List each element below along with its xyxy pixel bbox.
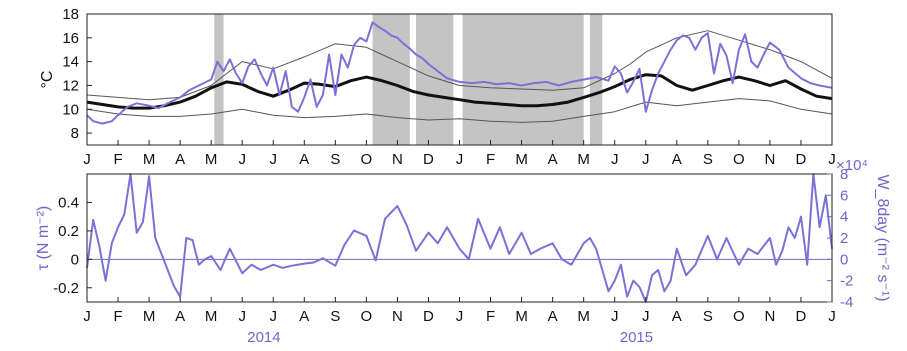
x-tick-label: S [703, 308, 713, 325]
x-tick-label: M [577, 308, 590, 325]
shaded-gap-regions [214, 14, 603, 145]
right-y-tick-label: 6 [840, 187, 848, 204]
x-tick-label: J [83, 308, 91, 325]
x-tick-label: F [113, 308, 122, 325]
x-tick-label: F [486, 308, 495, 325]
x-tick-label: O [361, 308, 373, 325]
x-tick-label: M [515, 308, 528, 325]
x-tick-label: M [205, 151, 218, 168]
x-tick-label: J [83, 151, 91, 168]
x-tick-label: M [205, 308, 218, 325]
w8day-axis-label: W_8day (m⁻² s⁻¹) [874, 174, 891, 301]
x-tick-label: N [392, 151, 403, 168]
x-tick-label: J [270, 151, 278, 168]
right-axis-multiplier: ×10⁴ [836, 157, 868, 174]
y-tick-label: 18 [62, 6, 79, 23]
mean-temperature-line [86, 73, 833, 110]
wind-stress-series [86, 173, 833, 303]
year-label: 2015 [620, 329, 653, 346]
x-tick-label: M [577, 151, 590, 168]
y-tick-label: 10 [62, 101, 79, 118]
shaded-gap [416, 14, 454, 145]
x-tick-label: S [330, 308, 340, 325]
x-tick-label: A [672, 151, 682, 168]
x-tick-label: J [828, 308, 836, 325]
x-tick-label: J [828, 151, 836, 168]
right-y-tick-label: 4 [840, 209, 848, 226]
x-tick-label: J [611, 151, 619, 168]
shaded-gap [462, 14, 584, 145]
right-y-tick-label: 8 [840, 166, 848, 183]
y-tick-label: 16 [62, 30, 79, 47]
wind-stress-line [86, 173, 833, 303]
year-labels: 2014 2015 [247, 329, 653, 346]
x-tick-label: J [238, 151, 246, 168]
x-tick-label: N [764, 151, 775, 168]
wind-stress-plot-frame [86, 173, 833, 303]
x-tick-label: F [486, 151, 495, 168]
x-tick-label: A [175, 151, 185, 168]
shaded-gap [589, 14, 603, 145]
x-tick-label: D [796, 308, 807, 325]
x-tick-label: M [515, 151, 528, 168]
temperature-panel: 8 10 12 14 16 18 J F M A M J J A S O N D J F M A M J J A S O N D J °C [39, 6, 836, 168]
temperature-y-axis: 8 10 12 14 16 18 [62, 6, 92, 142]
x-tick-label: A [548, 151, 558, 168]
right-y-tick-label: -2 [840, 273, 853, 290]
x-tick-label: D [423, 151, 434, 168]
x-tick-label: N [764, 308, 775, 325]
x-tick-label: J [456, 308, 464, 325]
x-tick-label: J [642, 308, 650, 325]
x-tick-label: D [796, 151, 807, 168]
x-tick-label: S [703, 151, 713, 168]
x-tick-label: O [733, 308, 745, 325]
observed-temperature-line [86, 21, 833, 125]
right-y-tick-label: 2 [840, 230, 848, 247]
x-tick-label: A [672, 308, 682, 325]
y-tick-label: 8 [71, 125, 79, 142]
x-tick-label: A [299, 308, 309, 325]
right-y-tick-label: 0 [840, 251, 848, 268]
w8day-right-axis: -4 -2 0 2 4 6 8 [827, 166, 853, 311]
x-tick-label: J [456, 151, 464, 168]
y-tick-label: 0.4 [58, 194, 79, 211]
temperature-axis-label: °C [39, 71, 56, 89]
x-tick-label: D [423, 308, 434, 325]
x-tick-label: O [361, 151, 373, 168]
x-tick-label: J [238, 308, 246, 325]
x-tick-label: A [548, 308, 558, 325]
y-tick-label: 14 [62, 54, 79, 71]
x-tick-label: M [143, 151, 156, 168]
x-tick-label: S [330, 151, 340, 168]
y-tick-label: 0.2 [58, 223, 79, 240]
x-tick-label: M [143, 308, 156, 325]
temperature-plot-frame [86, 13, 833, 146]
wind-stress-panel: -0.2 0 0.2 0.4 -4 -2 0 2 4 6 8 J F M A M J J A S O N D J F M A M J… [35, 157, 891, 346]
temperature-envelope-line [86, 98, 833, 123]
year-label: 2014 [247, 329, 280, 346]
x-tick-label: J [611, 308, 619, 325]
y-tick-label: -0.2 [53, 280, 79, 297]
x-tick-label: J [642, 151, 650, 168]
temperature-series [86, 21, 833, 125]
x-tick-label: A [299, 151, 309, 168]
x-tick-label: A [175, 308, 185, 325]
x-tick-label: F [113, 151, 122, 168]
x-tick-label: N [392, 308, 403, 325]
x-tick-label: J [270, 308, 278, 325]
wind-stress-left-axis: -0.2 0 0.2 0.4 [53, 194, 92, 297]
y-tick-label: 12 [62, 77, 79, 94]
right-y-tick-label: -4 [840, 294, 853, 311]
x-tick-label: O [733, 151, 745, 168]
temperature-envelope-line [86, 30, 833, 101]
tau-axis-label: τ (N m⁻²) [35, 206, 52, 271]
y-tick-label: 0 [71, 251, 79, 268]
